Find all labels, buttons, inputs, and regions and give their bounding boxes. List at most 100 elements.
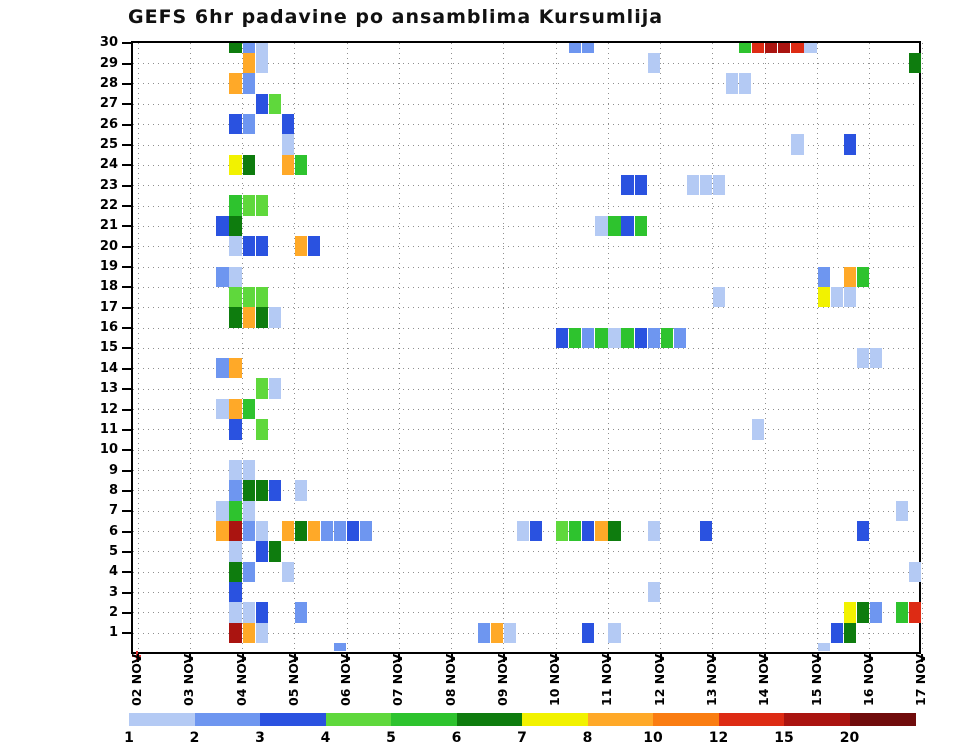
- h-gridline: [133, 347, 918, 349]
- heatmap-cell: [608, 215, 621, 237]
- y-tick-label: 22: [99, 198, 118, 214]
- y-tick-label: 19: [99, 259, 118, 275]
- x-tick-label: 07 NOV: [390, 653, 406, 706]
- heatmap-cell: [242, 195, 255, 216]
- v-gridline: [451, 43, 453, 651]
- heatmap-cell: [739, 73, 752, 94]
- heatmap-cell: [347, 520, 360, 542]
- heatmap-cell: [242, 73, 255, 94]
- y-tick: [122, 286, 131, 289]
- y-tick-label: 6: [108, 523, 118, 539]
- x-tick-label: 15 NOV: [808, 653, 824, 706]
- colorbar-tick-label: 20: [839, 730, 860, 742]
- heatmap-cell: [647, 520, 660, 542]
- heatmap-cell: [229, 286, 242, 308]
- colorbar-tick-label: 3: [255, 730, 265, 742]
- heatmap-cell: [843, 622, 856, 643]
- colorbar-tick-label: 4: [320, 730, 331, 742]
- heatmap-cell: [582, 520, 595, 542]
- heatmap-cell: [647, 52, 660, 74]
- x-tick-label: 06 NOV: [338, 653, 354, 706]
- heatmap-cell: [255, 602, 268, 623]
- heatmap-cell: [229, 73, 242, 94]
- y-tick: [122, 571, 131, 574]
- y-tick-label: 12: [99, 401, 118, 417]
- heatmap-cell: [294, 154, 307, 176]
- y-tick-label: 24: [99, 157, 118, 173]
- x-tick: [764, 654, 767, 662]
- heatmap-cell: [229, 358, 242, 379]
- x-tick-label: 05 NOV: [285, 653, 301, 706]
- y-tick: [122, 388, 131, 391]
- heatmap-cell: [595, 520, 608, 542]
- heatmap-cell: [856, 520, 869, 542]
- h-gridline: [133, 83, 918, 85]
- heatmap-cell: [634, 327, 647, 348]
- heatmap-cell: [216, 266, 229, 287]
- heatmap-cell: [895, 500, 909, 521]
- h-gridline: [133, 266, 918, 268]
- heatmap-cell: [242, 459, 255, 481]
- heatmap-cell: [647, 581, 660, 603]
- heatmap-cell: [908, 52, 922, 74]
- x-tick-label: 17 NOV: [913, 653, 929, 706]
- v-gridline: [764, 43, 766, 651]
- heatmap-cell: [608, 622, 621, 643]
- v-gridline: [242, 43, 244, 651]
- heatmap-cell: [268, 378, 281, 399]
- colorbar-tick-label: 12: [708, 730, 729, 742]
- origin-marker-icon: [132, 651, 141, 660]
- h-gridline: [133, 592, 918, 594]
- v-gridline: [817, 43, 818, 651]
- heatmap-cell: [255, 93, 268, 114]
- heatmap-cell: [621, 327, 634, 348]
- chart-title: GEFS 6hr padavine po ansamblima Kursumli…: [128, 6, 664, 28]
- h-gridline: [133, 103, 918, 105]
- heatmap-cell: [281, 134, 294, 155]
- x-tick: [137, 654, 139, 662]
- y-tick-label: 16: [99, 320, 118, 336]
- h-gridline: [133, 510, 918, 512]
- x-tick: [659, 654, 662, 662]
- x-tick-label: 14 NOV: [756, 653, 772, 706]
- h-gridline: [133, 225, 918, 227]
- y-tick-label: 26: [99, 116, 118, 132]
- heatmap-cell: [229, 307, 242, 328]
- h-gridline: [133, 409, 918, 410]
- heatmap-cell: [608, 327, 621, 348]
- v-gridline: [921, 43, 923, 651]
- colorbar-tick-label: 10: [643, 730, 663, 742]
- heatmap-cell: [503, 622, 517, 643]
- colorbar-segment: [129, 713, 195, 726]
- heatmap-cell: [843, 266, 856, 287]
- heatmap-cell: [216, 520, 229, 542]
- heatmap-cell: [242, 114, 255, 135]
- colorbar-segment: [587, 713, 654, 726]
- heatmap-cell: [477, 622, 490, 643]
- heatmap-cell: [556, 520, 569, 542]
- heatmap-cell: [229, 215, 242, 237]
- heatmap-cell: [843, 602, 856, 623]
- h-gridline: [133, 632, 918, 634]
- heatmap-cell: [804, 42, 817, 53]
- heatmap-cell: [908, 561, 922, 582]
- v-gridline: [869, 43, 871, 651]
- x-tick: [921, 654, 924, 662]
- y-tick-label: 1: [108, 625, 118, 641]
- v-gridline: [294, 43, 296, 651]
- y-tick-label: 30: [99, 35, 118, 51]
- y-tick: [122, 306, 131, 309]
- heatmap-cell: [739, 42, 752, 53]
- y-tick: [122, 266, 131, 269]
- heatmap-cell: [778, 42, 791, 53]
- heatmap-cell: [229, 581, 242, 603]
- h-gridline: [133, 490, 918, 492]
- h-gridline: [133, 368, 918, 370]
- heatmap-cell: [856, 347, 869, 369]
- heatmap-cell: [242, 480, 255, 501]
- heatmap-cell: [294, 480, 307, 501]
- heatmap-cell: [255, 480, 268, 501]
- heatmap-cell: [229, 266, 242, 287]
- y-tick: [122, 611, 131, 614]
- heatmap-cell: [229, 154, 242, 176]
